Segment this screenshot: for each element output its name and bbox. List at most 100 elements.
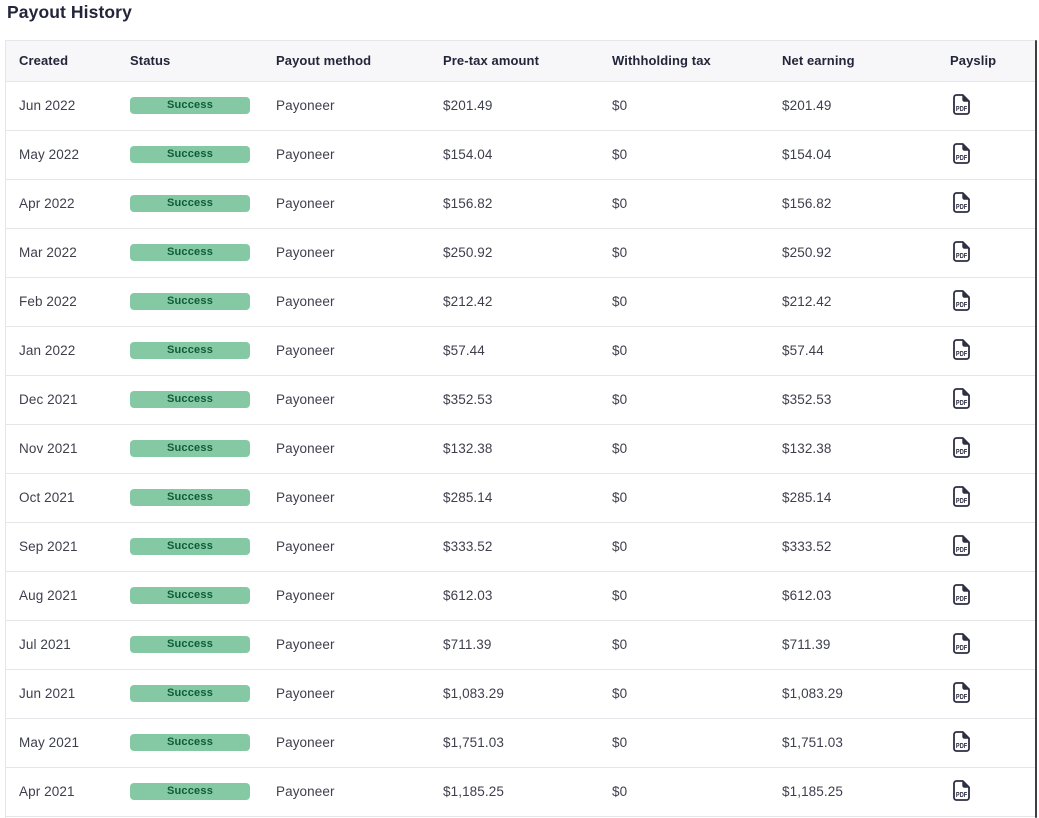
pdf-file-icon: PDF <box>953 681 970 703</box>
pdf-file-icon: PDF <box>953 387 970 409</box>
cell-pre-tax-amount: $212.42 <box>430 277 599 327</box>
svg-text:PDF: PDF <box>956 104 968 113</box>
table-row: Apr 2021 Success Payoneer $1,185.25 $0 $… <box>6 767 1035 817</box>
pdf-file-icon: PDF <box>953 338 970 360</box>
cell-created: Jul 2021 <box>6 620 117 670</box>
cell-pre-tax-amount: $132.38 <box>430 424 599 474</box>
cell-created: Dec 2021 <box>6 375 117 425</box>
payslip-download-button[interactable]: PDF <box>953 191 970 213</box>
cell-pre-tax-amount: $1,185.25 <box>430 767 599 817</box>
cell-created: Nov 2021 <box>6 424 117 474</box>
cell-created: Mar 2022 <box>6 228 117 278</box>
payslip-download-button[interactable]: PDF <box>953 338 970 360</box>
status-badge: Success <box>130 195 250 212</box>
cell-withholding-tax: $0 <box>599 767 769 817</box>
cell-withholding-tax: $0 <box>599 522 769 572</box>
cell-payout-method: Payoneer <box>263 473 430 523</box>
cell-payslip: PDF <box>937 375 1035 425</box>
svg-text:PDF: PDF <box>956 545 968 554</box>
status-badge: Success <box>130 489 250 506</box>
status-badge: Success <box>130 538 250 555</box>
cell-net-earning: $333.52 <box>769 522 937 572</box>
cell-withholding-tax: $0 <box>599 375 769 425</box>
cell-net-earning: $1,083.29 <box>769 669 937 719</box>
cell-payout-method: Payoneer <box>263 179 430 229</box>
payslip-download-button[interactable]: PDF <box>953 779 970 801</box>
status-badge: Success <box>130 734 250 751</box>
status-badge: Success <box>130 636 250 653</box>
cell-status: Success <box>117 718 263 768</box>
cell-created: Jan 2022 <box>6 326 117 376</box>
cell-net-earning: $612.03 <box>769 571 937 621</box>
cell-payslip: PDF <box>937 424 1035 474</box>
payslip-download-button[interactable]: PDF <box>953 142 970 164</box>
pdf-file-icon: PDF <box>953 289 970 311</box>
cell-status: Success <box>117 81 263 131</box>
page-title: Payout History <box>7 2 132 22</box>
svg-text:PDF: PDF <box>956 251 968 260</box>
svg-text:PDF: PDF <box>956 349 968 358</box>
cell-created: Oct 2021 <box>6 473 117 523</box>
pdf-file-icon: PDF <box>953 191 970 213</box>
payslip-download-button[interactable]: PDF <box>953 93 970 115</box>
cell-payout-method: Payoneer <box>263 277 430 327</box>
payslip-download-button[interactable]: PDF <box>953 681 970 703</box>
cell-payslip: PDF <box>937 277 1035 327</box>
column-header-status: Status <box>117 41 263 82</box>
payslip-download-button[interactable]: PDF <box>953 583 970 605</box>
svg-text:PDF: PDF <box>956 741 968 750</box>
cell-net-earning: $711.39 <box>769 620 937 670</box>
cell-status: Success <box>117 522 263 572</box>
cell-pre-tax-amount: $1,083.29 <box>430 669 599 719</box>
cell-net-earning: $156.82 <box>769 179 937 229</box>
cell-pre-tax-amount: $57.44 <box>430 326 599 376</box>
table-row: Jun 2021 Success Payoneer $1,083.29 $0 $… <box>6 669 1035 719</box>
cell-payout-method: Payoneer <box>263 620 430 670</box>
cell-status: Success <box>117 767 263 817</box>
table-row: Nov 2021 Success Payoneer $132.38 $0 $13… <box>6 424 1035 474</box>
status-badge: Success <box>130 440 250 457</box>
cell-pre-tax-amount: $352.53 <box>430 375 599 425</box>
payslip-download-button[interactable]: PDF <box>953 632 970 654</box>
pdf-file-icon: PDF <box>953 583 970 605</box>
cell-status: Success <box>117 130 263 180</box>
payout-history-table: Created Status Payout method Pre-tax amo… <box>5 40 1035 818</box>
cell-pre-tax-amount: $250.92 <box>430 228 599 278</box>
cell-withholding-tax: $0 <box>599 326 769 376</box>
cell-withholding-tax: $0 <box>599 620 769 670</box>
cell-withholding-tax: $0 <box>599 424 769 474</box>
cell-payout-method: Payoneer <box>263 424 430 474</box>
table-row: Jan 2022 Success Payoneer $57.44 $0 $57.… <box>6 326 1035 376</box>
cell-payslip: PDF <box>937 228 1035 278</box>
cell-payout-method: Payoneer <box>263 375 430 425</box>
payslip-download-button[interactable]: PDF <box>953 730 970 752</box>
table-scrollbar[interactable] <box>1035 40 1037 818</box>
pdf-file-icon: PDF <box>953 142 970 164</box>
svg-text:PDF: PDF <box>956 202 968 211</box>
table-header: Created Status Payout method Pre-tax amo… <box>6 41 1035 82</box>
cell-withholding-tax: $0 <box>599 81 769 131</box>
cell-payout-method: Payoneer <box>263 81 430 131</box>
cell-status: Success <box>117 326 263 376</box>
cell-pre-tax-amount: $154.04 <box>430 130 599 180</box>
column-header-pre-tax-amount: Pre-tax amount <box>430 41 599 82</box>
cell-payslip: PDF <box>937 130 1035 180</box>
cell-payslip: PDF <box>937 81 1035 131</box>
payslip-download-button[interactable]: PDF <box>953 240 970 262</box>
cell-created: Jun 2021 <box>6 669 117 719</box>
payslip-download-button[interactable]: PDF <box>953 289 970 311</box>
svg-text:PDF: PDF <box>956 643 968 652</box>
cell-status: Success <box>117 571 263 621</box>
cell-payslip: PDF <box>937 522 1035 572</box>
cell-payout-method: Payoneer <box>263 326 430 376</box>
payslip-download-button[interactable]: PDF <box>953 534 970 556</box>
cell-withholding-tax: $0 <box>599 669 769 719</box>
payslip-download-button[interactable]: PDF <box>953 436 970 458</box>
cell-withholding-tax: $0 <box>599 277 769 327</box>
cell-status: Success <box>117 620 263 670</box>
cell-payslip: PDF <box>937 473 1035 523</box>
payslip-download-button[interactable]: PDF <box>953 485 970 507</box>
status-badge: Success <box>130 783 250 800</box>
payslip-download-button[interactable]: PDF <box>953 387 970 409</box>
cell-status: Success <box>117 179 263 229</box>
